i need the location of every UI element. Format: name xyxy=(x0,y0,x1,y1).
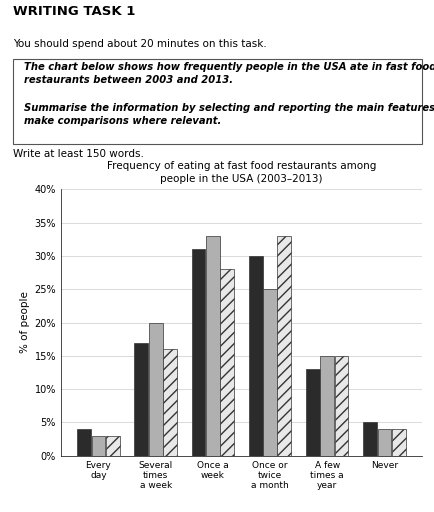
Bar xyxy=(377,429,390,456)
Bar xyxy=(205,236,219,456)
Text: You should spend about 20 minutes on this task.: You should spend about 20 minutes on thi… xyxy=(13,39,266,49)
Bar xyxy=(306,369,319,456)
Bar xyxy=(191,249,205,456)
Bar xyxy=(134,343,148,456)
Text: WRITING TASK 1: WRITING TASK 1 xyxy=(13,5,135,18)
Bar xyxy=(263,289,276,456)
Bar xyxy=(92,436,105,456)
Bar xyxy=(220,269,233,456)
Bar xyxy=(391,429,404,456)
Bar xyxy=(362,422,376,456)
Y-axis label: % of people: % of people xyxy=(20,292,30,353)
Bar xyxy=(77,429,91,456)
Title: Frequency of eating at fast food restaurants among
people in the USA (2003–2013): Frequency of eating at fast food restaur… xyxy=(106,161,375,184)
Bar xyxy=(163,349,176,456)
Bar xyxy=(105,436,119,456)
FancyBboxPatch shape xyxy=(13,59,421,144)
Bar xyxy=(334,356,348,456)
Bar xyxy=(277,236,290,456)
Bar xyxy=(319,356,333,456)
Text: Summarise the information by selecting and reporting the main features, and
make: Summarise the information by selecting a… xyxy=(24,103,434,126)
Bar xyxy=(148,323,162,456)
Text: Write at least 150 words.: Write at least 150 words. xyxy=(13,149,144,159)
Bar xyxy=(248,256,262,456)
Text: The chart below shows how frequently people in the USA ate in fast food
restaura: The chart below shows how frequently peo… xyxy=(24,62,434,86)
